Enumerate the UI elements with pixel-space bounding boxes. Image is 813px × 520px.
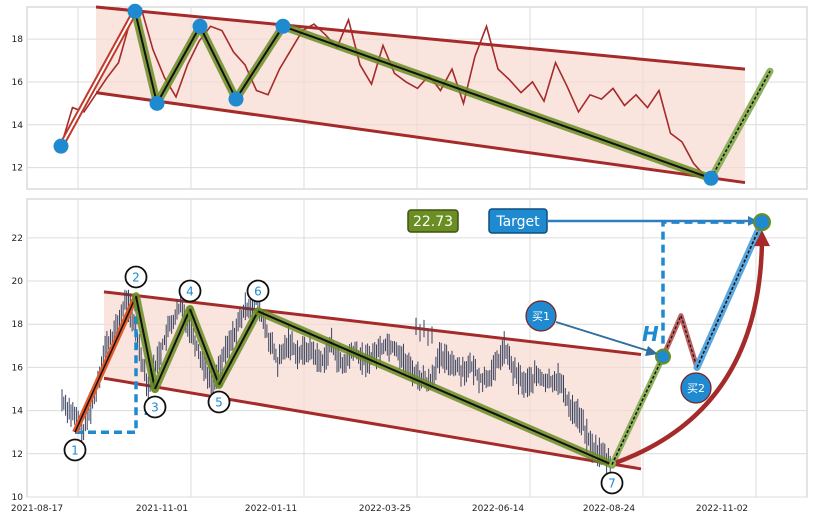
wave-centerline <box>189 308 220 386</box>
wave-point-marker <box>53 138 69 154</box>
wave-point-badge <box>63 438 87 462</box>
target-curve-arrow <box>615 240 765 465</box>
wave-point-badge <box>124 265 148 289</box>
wave-point-marker <box>192 18 208 34</box>
target-value-label: 22.73 <box>413 214 453 230</box>
wave-centerline <box>199 25 237 100</box>
y-tick-label: 14 <box>12 121 24 131</box>
x-tick-label: 2022-01-11 <box>245 504 297 514</box>
wave-centerline <box>154 308 191 390</box>
wave-centerline <box>282 25 712 180</box>
wave-point-marker <box>275 18 291 34</box>
wave-centerline <box>134 11 158 104</box>
wave-centerline <box>156 25 201 104</box>
buy1-pointer-arrowhead <box>645 346 658 356</box>
channel-fill <box>96 7 745 183</box>
projection-centerline <box>710 70 771 179</box>
buy1-marker <box>655 348 671 365</box>
wave-point-label: 7 <box>608 477 616 491</box>
wave-point-badge <box>246 279 270 303</box>
wave-centerline <box>235 25 284 100</box>
wave-centerline <box>135 295 156 390</box>
projection-leg <box>609 353 666 468</box>
wave-point-badge <box>143 395 167 419</box>
x-tick-label: 2022-06-14 <box>472 504 525 514</box>
wave-point-label: 3 <box>151 401 159 415</box>
buy2-badge <box>680 372 712 404</box>
y-tick-label: 16 <box>12 78 24 88</box>
x-tick-label: 2022-08-24 <box>583 504 636 514</box>
impulse-leg-inner <box>60 10 136 147</box>
pullback-centerline <box>662 313 698 368</box>
channel-lower-line <box>103 376 642 471</box>
wave-point-marker <box>228 91 244 107</box>
wave-point-label: 6 <box>254 285 262 299</box>
x-tick-label: 2022-11-02 <box>696 504 748 514</box>
wave-point-marker <box>127 3 143 19</box>
x-tick-label: 2022-03-25 <box>359 504 411 514</box>
y-tick-label: 22 <box>12 234 23 244</box>
target-label-box <box>488 208 548 234</box>
channel-fill <box>104 291 641 469</box>
y-tick-label: 18 <box>12 320 24 330</box>
buy1-pointer-line <box>555 321 653 353</box>
y-tick-label: 14 <box>12 407 24 417</box>
buy1-label: 买1 <box>532 310 550 323</box>
wave-point-badge <box>178 279 202 303</box>
buy2-label: 买2 <box>687 382 705 395</box>
target-value-box <box>407 209 459 233</box>
wave-centerline <box>257 310 613 466</box>
channel-lower-line <box>95 91 746 185</box>
wave-point-label: 2 <box>132 271 140 285</box>
h-label-right: H <box>642 322 659 346</box>
target-marker <box>753 213 771 232</box>
wave-point-label: 1 <box>71 444 79 458</box>
wave-point-marker <box>149 95 165 111</box>
y-tick-label: 18 <box>12 35 24 45</box>
top-panel: 12 14 16 18 <box>12 3 808 190</box>
y-tick-label: 10 <box>12 493 24 503</box>
buy1-badge <box>525 300 557 332</box>
y-tick-label: 12 <box>12 164 23 174</box>
x-tick-label: 2021-08-17 <box>11 504 63 514</box>
channel-upper-line <box>103 290 642 356</box>
wave-point-label: 5 <box>215 396 223 410</box>
wave-point-badge <box>600 471 624 495</box>
h-bracket-left <box>75 296 138 434</box>
target-label: Target <box>495 214 540 230</box>
target-centerline <box>696 221 763 368</box>
target-curve-arrowhead <box>754 230 770 247</box>
y-tick-label: 20 <box>12 277 24 287</box>
x-tick-label: 2021-11-01 <box>136 504 188 514</box>
wave-centerline <box>218 310 259 386</box>
wave-point-marker <box>703 170 719 186</box>
impulse-centerline <box>74 295 137 433</box>
wave-point-badge <box>207 390 231 414</box>
wave-point-label: 4 <box>186 285 194 299</box>
y-tick-label: 16 <box>12 363 24 373</box>
target-pointer-arrowhead <box>748 216 758 226</box>
y-tick-label: 12 <box>12 450 23 460</box>
channel-upper-line <box>95 5 746 71</box>
